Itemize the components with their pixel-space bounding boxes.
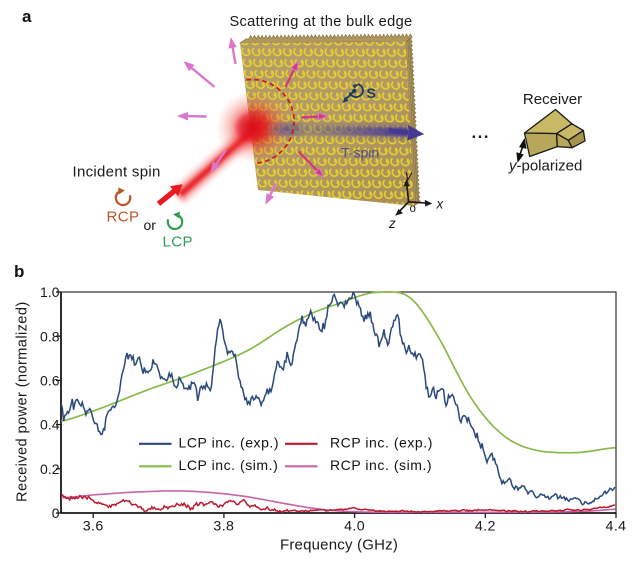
svg-text:0.8: 0.8	[40, 328, 60, 344]
svg-text:0: 0	[52, 505, 60, 521]
svg-text:Incident spin: Incident spin	[73, 163, 161, 180]
svg-text:x: x	[436, 197, 445, 212]
svg-text:4.2: 4.2	[475, 519, 496, 535]
svg-text:RCP: RCP	[107, 209, 140, 226]
svg-text:0.2: 0.2	[40, 461, 60, 477]
svg-text:0.6: 0.6	[40, 373, 60, 389]
svg-text:RCP inc. (exp.): RCP inc. (exp.)	[330, 435, 433, 451]
svg-text:LCP: LCP	[163, 234, 193, 251]
svg-text:a: a	[22, 7, 32, 26]
svg-text:T-spin: T-spin	[341, 145, 379, 161]
svg-text:Receiver: Receiver	[523, 91, 582, 108]
svg-text:Received power (normalized): Received power (normalized)	[15, 301, 31, 502]
svg-text:LCP inc. (sim.): LCP inc. (sim.)	[179, 457, 279, 473]
svg-text:Scattering at the bulk edge: Scattering at the bulk edge	[229, 14, 412, 30]
svg-text:z: z	[388, 216, 396, 231]
svg-text:1.0: 1.0	[40, 284, 60, 300]
svg-text:or: or	[144, 217, 157, 233]
svg-text:o: o	[410, 203, 416, 215]
svg-text:4.0: 4.0	[344, 519, 365, 535]
svg-text:4.4: 4.4	[606, 519, 627, 535]
svg-text:RCP inc. (sim.): RCP inc. (sim.)	[330, 457, 432, 473]
svg-text:3.6: 3.6	[83, 519, 104, 535]
svg-text:y-polarized: y-polarized	[508, 158, 582, 175]
svg-text:3.8: 3.8	[213, 519, 234, 535]
svg-text:y: y	[404, 168, 413, 183]
svg-text:0.4: 0.4	[40, 417, 60, 433]
svg-text:b: b	[14, 262, 24, 281]
svg-text:Frequency (GHz): Frequency (GHz)	[280, 537, 398, 554]
svg-text:...: ...	[472, 123, 490, 142]
svg-text:LCP inc. (exp.): LCP inc. (exp.)	[179, 435, 280, 451]
svg-text:S: S	[367, 85, 376, 101]
